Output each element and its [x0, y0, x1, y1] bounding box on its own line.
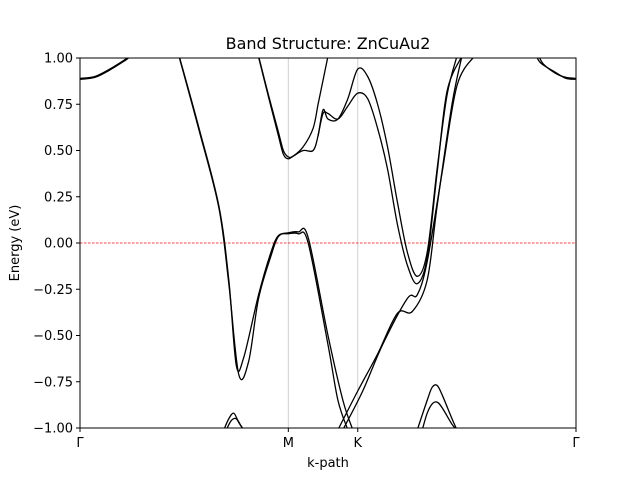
- x-axis-label: k-path: [307, 456, 349, 471]
- y-tick-label: 0.25: [44, 190, 73, 205]
- band-line-14: [536, 58, 576, 80]
- band-line-13: [422, 401, 456, 428]
- band-line-12: [417, 384, 457, 428]
- band-lines: [80, 58, 576, 428]
- y-tick-label: 0.00: [44, 237, 73, 252]
- y-tick-label: 0.50: [44, 144, 73, 159]
- chart-title: Band Structure: ZnCuAu2: [226, 34, 431, 53]
- x-tick-label: Γ: [572, 436, 580, 451]
- y-tick-label: −0.50: [33, 329, 73, 344]
- x-tick-label: K: [353, 436, 362, 451]
- band-line-6: [258, 58, 458, 277]
- band-line-9: [343, 58, 474, 428]
- x-tick-label: Γ: [76, 436, 84, 451]
- x-tick-label: M: [283, 436, 294, 451]
- band-line-15: [538, 58, 576, 79]
- y-axis-label: Energy (eV): [8, 205, 23, 282]
- band-line-4: [178, 58, 353, 428]
- y-tick-label: −0.75: [33, 375, 73, 390]
- y-tick-label: −0.25: [33, 283, 73, 298]
- band-line-1: [80, 58, 129, 79]
- y-tick-label: 0.75: [44, 98, 73, 113]
- y-tick-label: 1.00: [44, 52, 73, 67]
- y-axis-ticks: 1.00 0.75 0.50 0.25 0.00 −0.25 −0.50 −0.75 −1.00: [33, 52, 80, 437]
- band-line-5: [258, 58, 329, 159]
- y-tick-label: −1.00: [33, 422, 73, 437]
- band-line-7: [317, 58, 462, 285]
- band-line-8: [338, 58, 463, 428]
- band-line-2: [80, 58, 130, 80]
